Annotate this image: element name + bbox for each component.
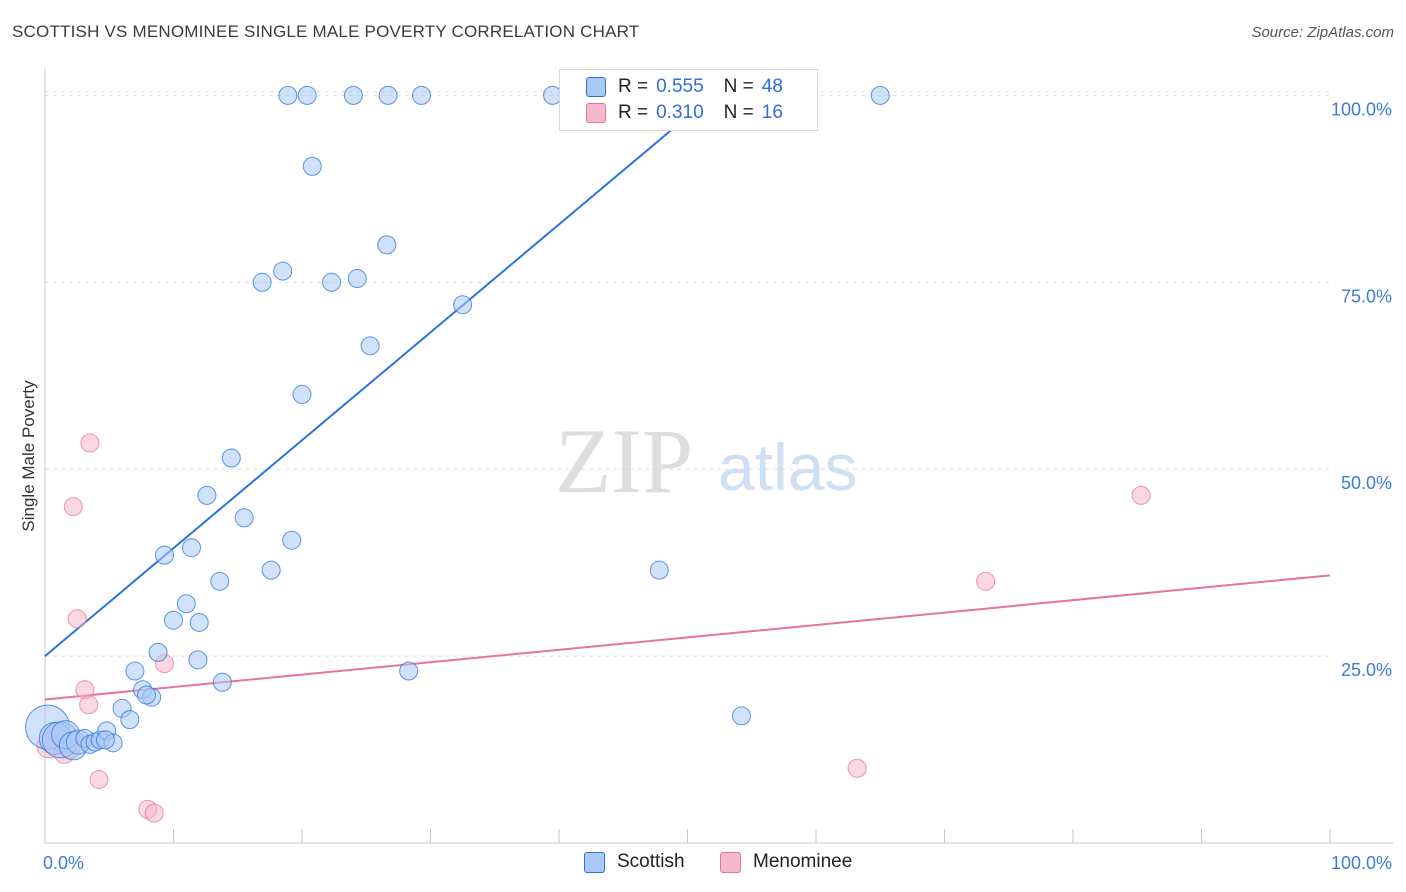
grid <box>45 91 1330 657</box>
data-point-scottish <box>399 661 419 681</box>
data-point-scottish <box>120 710 140 730</box>
legend-swatch-pink <box>586 103 606 123</box>
legend-n-label: N = <box>723 76 754 97</box>
data-point-scottish <box>252 272 272 292</box>
data-point-scottish <box>148 642 168 662</box>
legend-r-label: R = <box>618 76 649 97</box>
data-point-scottish <box>273 261 293 281</box>
data-point-menominee <box>79 695 99 715</box>
data-point-scottish <box>137 685 157 705</box>
data-point-scottish <box>649 560 669 580</box>
data-point-scottish <box>870 85 890 105</box>
source-label: Source: ZipAtlas.com <box>1251 24 1394 41</box>
data-point-scottish <box>731 706 751 726</box>
data-point-scottish <box>164 610 183 630</box>
data-point-scottish <box>297 85 317 105</box>
data-point-scottish <box>189 612 209 632</box>
data-point-scottish <box>210 571 230 591</box>
legend-r-value: 0.555 <box>656 76 704 97</box>
data-point-scottish <box>378 85 398 105</box>
legend-n-value: 16 <box>761 102 783 123</box>
data-point-menominee <box>67 609 87 629</box>
data-point-scottish <box>282 530 302 550</box>
legend-swatch-blue <box>586 77 606 97</box>
series-legend-scottish[interactable]: Scottish <box>584 851 685 873</box>
data-point-scottish <box>343 85 363 105</box>
data-point-menominee <box>1131 485 1151 505</box>
trend-line-scottish <box>44 90 718 657</box>
legend-n-value: 48 <box>761 76 783 97</box>
data-point-menominee <box>80 433 100 453</box>
watermark: ZIP atlas <box>555 410 857 512</box>
legend-row-scottish: R = 0.555 N = 48 <box>586 75 783 99</box>
x-tick-label: 100.0% <box>1331 853 1392 873</box>
data-point-scottish <box>347 269 367 289</box>
trend-lines <box>44 90 1331 701</box>
scottish-legend-label: Scottish <box>617 851 685 872</box>
data-point-menominee <box>144 803 164 823</box>
correlation-legend: R = 0.555 N = 48 R = 0.310 N = 16 <box>559 69 818 131</box>
data-point-scottish <box>322 272 342 292</box>
trend-line-menominee <box>44 574 1331 701</box>
data-point-menominee <box>63 497 83 517</box>
data-point-scottish <box>292 384 312 404</box>
data-point-scottish <box>234 508 254 528</box>
data-point-menominee <box>89 769 109 789</box>
data-point-menominee <box>847 758 867 778</box>
watermark-zip: ZIP <box>555 410 693 512</box>
data-point-scottish <box>261 560 281 580</box>
y-tick-label: 100.0% <box>1331 99 1392 119</box>
menominee-swatch <box>720 851 741 873</box>
series-legend: Scottish Menominee <box>0 851 1406 877</box>
data-point-scottish <box>212 672 232 692</box>
data-point-scottish <box>412 85 432 105</box>
watermark-atlas: atlas <box>718 430 857 504</box>
series-legend-menominee[interactable]: Menominee <box>720 851 852 873</box>
scottish-swatch <box>584 851 605 873</box>
tick-labels: 25.0% 50.0% 75.0% 100.0% 0.0% 100.0% <box>43 99 1392 873</box>
data-point-scottish <box>181 538 201 558</box>
legend-r-label: R = <box>618 102 649 123</box>
data-point-scottish <box>155 545 175 565</box>
data-point-scottish <box>125 661 145 681</box>
data-point-scottish <box>95 730 115 750</box>
x-tick-label: 0.0% <box>43 853 84 873</box>
data-point-menominee <box>976 571 996 591</box>
data-point-scottish <box>360 336 380 356</box>
data-point-scottish <box>221 448 241 468</box>
data-point-scottish <box>197 485 217 505</box>
data-point-scottish <box>377 235 397 255</box>
y-tick-label: 25.0% <box>1341 660 1392 680</box>
data-point-scottish <box>176 594 196 614</box>
menominee-legend-label: Menominee <box>753 851 853 872</box>
data-point-scottish <box>188 650 208 670</box>
y-axis-label: Single Male Poverty <box>19 380 38 532</box>
data-point-scottish <box>302 156 322 176</box>
data-point-scottish <box>278 85 298 105</box>
y-tick-label: 50.0% <box>1341 473 1392 493</box>
chart-title: SCOTTISH VS MENOMINEE SINGLE MALE POVERT… <box>12 22 640 41</box>
legend-n-label: N = <box>723 102 754 123</box>
legend-row-menominee: R = 0.310 N = 16 <box>586 101 783 125</box>
legend-r-value: 0.310 <box>656 102 704 123</box>
data-point-scottish <box>453 295 473 315</box>
y-tick-label: 75.0% <box>1341 286 1392 306</box>
